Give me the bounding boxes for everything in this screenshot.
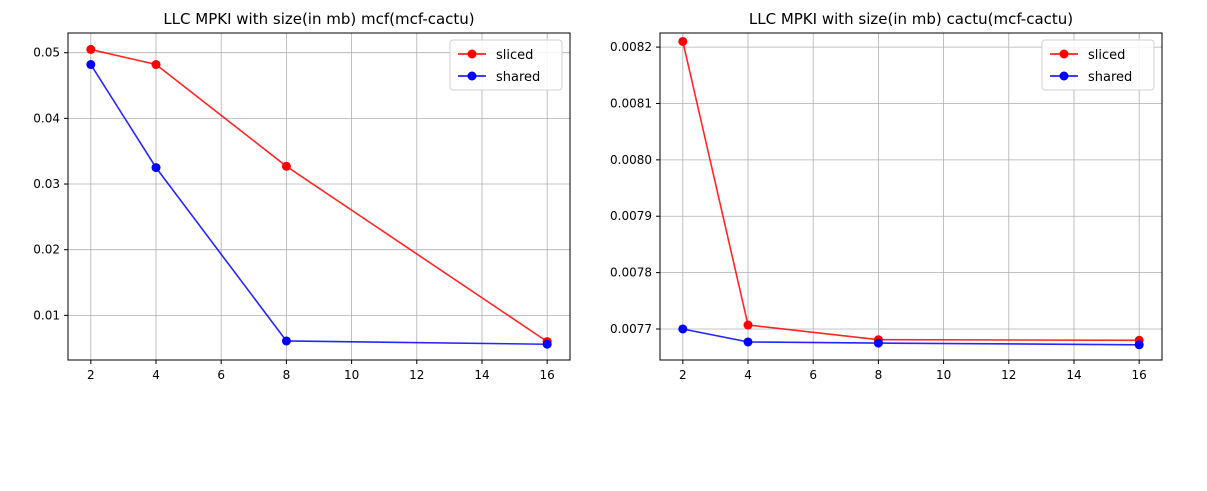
y-tick-label: 0.0079 [610,209,652,223]
data-point-sliced [743,320,753,330]
x-tick-label: 10 [344,368,359,382]
legend-marker-shared [1059,71,1069,81]
x-tick-label: 14 [474,368,489,382]
legend-box [449,39,563,91]
legend: sliced shared [449,39,563,91]
data-point-shared [86,60,96,70]
data-point-sliced [281,161,291,171]
chart-title: LLC MPKI with size(in mb) mcf(mcf-cactu) [163,10,474,28]
x-tick-label: 14 [1066,368,1081,382]
series-line-sliced [682,41,1140,342]
x-tick-label: 16 [1132,368,1147,382]
data-point-shared [873,338,883,348]
y-tick-label: 0.0080 [610,153,652,167]
x-tick-label: 8 [283,368,291,382]
data-point-shared [151,163,161,173]
data-point-shared [678,324,688,334]
legend-marker-sliced [467,49,477,59]
data-point-sliced [678,36,688,46]
legend-label-sliced: sliced [496,48,533,63]
y-tick-label: 0.02 [33,243,60,257]
chart-mcf: LLC MPKI with size(in mb) mcf(mcf-cactu)… [33,10,571,382]
legend-marker-shared [467,71,477,81]
legend-label-shared: shared [1088,70,1132,85]
legend-marker-sliced [1059,49,1069,59]
x-tick-label: 12 [409,368,424,382]
series-line-sliced [90,48,548,343]
data-point-sliced [86,44,96,54]
y-tick-label: 0.0077 [610,322,652,336]
data-point-shared [1134,340,1144,350]
chart-title: LLC MPKI with size(in mb) cactu(mcf-cact… [749,10,1073,28]
y-tick-label: 0.04 [33,111,60,125]
x-tick-label: 4 [744,368,752,382]
legend-label-shared: shared [496,70,540,85]
x-tick-label: 16 [540,368,555,382]
plot-frame [67,32,571,361]
x-tick-label: 8 [875,368,883,382]
series-line-shared [682,328,1140,346]
x-tick-label: 10 [936,368,951,382]
legend: sliced shared [1041,39,1155,91]
y-tick-label: 0.0081 [610,96,652,110]
y-tick-label: 0.01 [33,308,60,322]
legend-label-sliced: sliced [1088,48,1125,63]
data-point-sliced [151,60,161,70]
x-tick-label: 6 [809,368,817,382]
data-point-shared [542,339,552,349]
data-point-shared [743,337,753,347]
y-tick-label: 0.03 [33,177,60,191]
data-point-shared [281,336,291,346]
x-tick-label: 2 [679,368,687,382]
plot-frame [659,32,1163,361]
x-tick-label: 2 [87,368,95,382]
x-tick-label: 12 [1001,368,1016,382]
x-tick-label: 4 [152,368,160,382]
y-tick-label: 0.0078 [610,266,652,280]
y-tick-label: 0.05 [33,46,60,60]
x-tick-label: 6 [217,368,225,382]
y-tick-label: 0.0082 [610,40,652,54]
series-line-shared [90,64,548,346]
chart-cactu: LLC MPKI with size(in mb) cactu(mcf-cact… [610,10,1163,382]
legend-box [1041,39,1155,91]
